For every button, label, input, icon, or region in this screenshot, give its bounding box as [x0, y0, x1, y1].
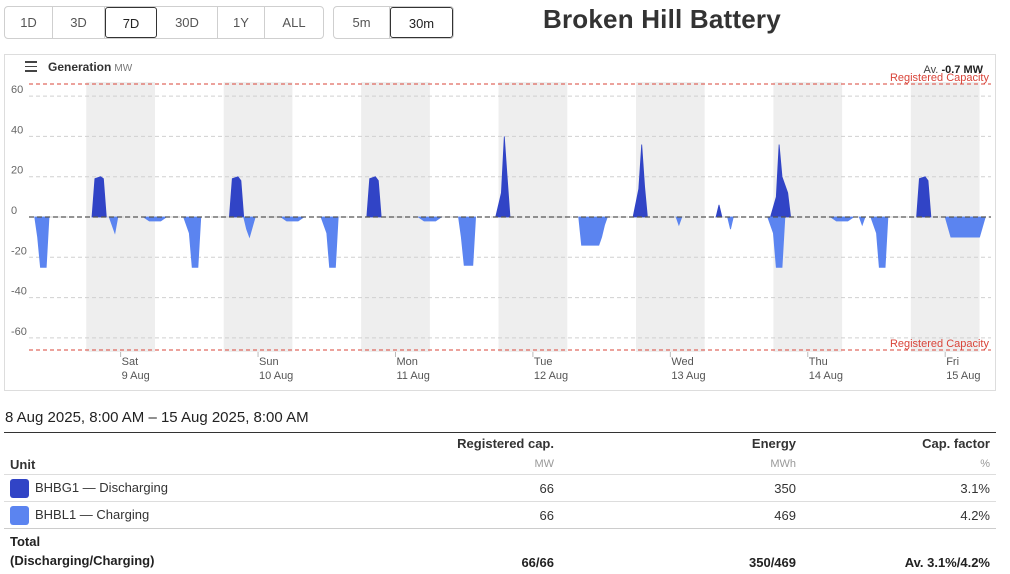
table-row[interactable]: BHBL1 — Charging 66 469 4.2%: [4, 501, 996, 529]
range-7d-button[interactable]: 7D: [105, 7, 157, 38]
x-tick-date: 11 Aug: [396, 370, 429, 382]
energy-unit: MWh: [770, 458, 796, 471]
x-tick-date: 13 Aug: [671, 370, 705, 382]
total-energy: 350/469: [749, 554, 796, 570]
series-area-discharging: [366, 176, 382, 218]
interval-30m-button[interactable]: 30m: [390, 7, 453, 38]
chart-label: Generation MW: [48, 60, 132, 74]
x-tick-date: 10 Aug: [259, 370, 293, 382]
unit-cell: BHBG1 — Discharging: [4, 475, 318, 502]
interval-5m-button[interactable]: 5m: [334, 7, 390, 38]
unit-cell: BHBL1 — Charging: [4, 502, 318, 529]
generation-chart[interactable]: 60 40 20 0 -20 -40 -60 Registered Capacity Regis…: [5, 55, 995, 390]
x-tick-date: 15 Aug: [946, 370, 980, 382]
cap-factor-header: Cap. factor: [922, 436, 990, 452]
total-reg-cap: 66/66: [521, 554, 554, 570]
average-readout: Av. -0.7 MW: [923, 64, 983, 76]
discharging-swatch: [10, 478, 29, 498]
x-tick-day: Fri: [946, 356, 959, 368]
menu-icon[interactable]: [25, 61, 37, 72]
series-area-charging: [320, 216, 339, 268]
y-tick-label: 60: [11, 84, 23, 96]
y-tick-label: 40: [11, 124, 23, 136]
x-tick-day: Sun: [259, 356, 279, 368]
units-table: Registered cap. Energy Cap. factor Unit …: [4, 432, 996, 573]
average-prefix: Av.: [923, 64, 939, 76]
page-title: Broken Hill Battery: [543, 4, 781, 34]
reg-cap-cell: 66: [539, 480, 554, 496]
range-1d-button[interactable]: 1D: [5, 7, 53, 38]
x-tick-day: Mon: [396, 356, 417, 368]
period-label: 8 Aug 2025, 8:00 AM – 15 Aug 2025, 8:00 …: [5, 409, 309, 426]
range-3d-button[interactable]: 3D: [53, 7, 105, 38]
registered-capacity-label: Registered Capacity: [890, 338, 990, 350]
charging-swatch: [10, 505, 29, 525]
x-tick-date: 14 Aug: [809, 370, 843, 382]
chart-unit: MW: [114, 63, 133, 74]
total-cap-factor: Av. 3.1%/4.2%: [904, 554, 990, 570]
series-area-charging: [458, 216, 477, 266]
reg-cap-cell: 66: [539, 507, 554, 523]
x-tick-day: Wed: [671, 356, 693, 368]
series-area-charging: [727, 216, 734, 230]
range-selector: 1D 3D 7D 30D 1Y ALL: [4, 6, 324, 39]
energy-cell: 469: [774, 507, 796, 523]
cap-factor-cell: 3.1%: [960, 480, 990, 496]
total-label: Total (Discharging/Charging): [4, 529, 318, 573]
y-tick-label: 20: [11, 165, 23, 177]
reg-cap-unit: MW: [534, 458, 554, 471]
series-area-charging: [183, 216, 202, 268]
x-tick-day: Tue: [534, 356, 553, 368]
series-area-charging: [944, 216, 986, 238]
registered-capacity-label: Registered Capacity: [890, 72, 990, 84]
x-tick-date: 12 Aug: [534, 370, 568, 382]
range-1y-button[interactable]: 1Y: [218, 7, 265, 38]
average-value: -0.7 MW: [941, 64, 983, 76]
interval-selector: 5m 30m: [333, 6, 454, 39]
unit-name: BHBL1 — Charging: [35, 506, 150, 522]
x-tick-day: Thu: [809, 356, 828, 368]
unit-name: BHBG1 — Discharging: [35, 479, 168, 495]
total-label-line1: Total: [10, 533, 41, 549]
unit-col-spacer: [4, 433, 318, 455]
chart-title: Generation: [48, 60, 112, 74]
total-label-line2: (Discharging/Charging): [10, 552, 155, 568]
energy-cell: 350: [774, 480, 796, 496]
generation-chart-card: Generation MW Av. -0.7 MW 60 40 20 0 -20 -40 -6…: [4, 54, 996, 391]
total-row: Total (Discharging/Charging) 66/66 350/4…: [4, 528, 996, 573]
series-area-discharging: [495, 136, 511, 218]
cap-factor-cell: 4.2%: [960, 507, 990, 523]
series-area-charging: [870, 216, 889, 268]
y-tick-label: -40: [11, 286, 27, 298]
reg-cap-header: Registered cap.: [457, 436, 554, 452]
series-area-charging: [34, 216, 50, 268]
y-tick-label: 0: [11, 205, 17, 217]
range-30d-button[interactable]: 30D: [157, 7, 218, 38]
series-area-discharging: [715, 204, 723, 218]
energy-header: Energy: [751, 436, 796, 452]
range-all-button[interactable]: ALL: [282, 15, 306, 30]
cap-factor-unit: %: [980, 458, 990, 471]
x-tick-day: Sat: [122, 356, 139, 368]
series-area-charging: [578, 216, 608, 246]
table-row[interactable]: BHBG1 — Discharging 66 350 3.1%: [4, 474, 996, 502]
series-area-charging: [243, 216, 256, 239]
x-tick-date: 9 Aug: [122, 370, 150, 382]
y-tick-label: -60: [11, 326, 27, 338]
series-area-charging: [858, 216, 866, 227]
series-area-charging: [767, 216, 786, 268]
y-tick-label: -20: [11, 245, 27, 257]
unit-header: Unit: [10, 456, 36, 472]
